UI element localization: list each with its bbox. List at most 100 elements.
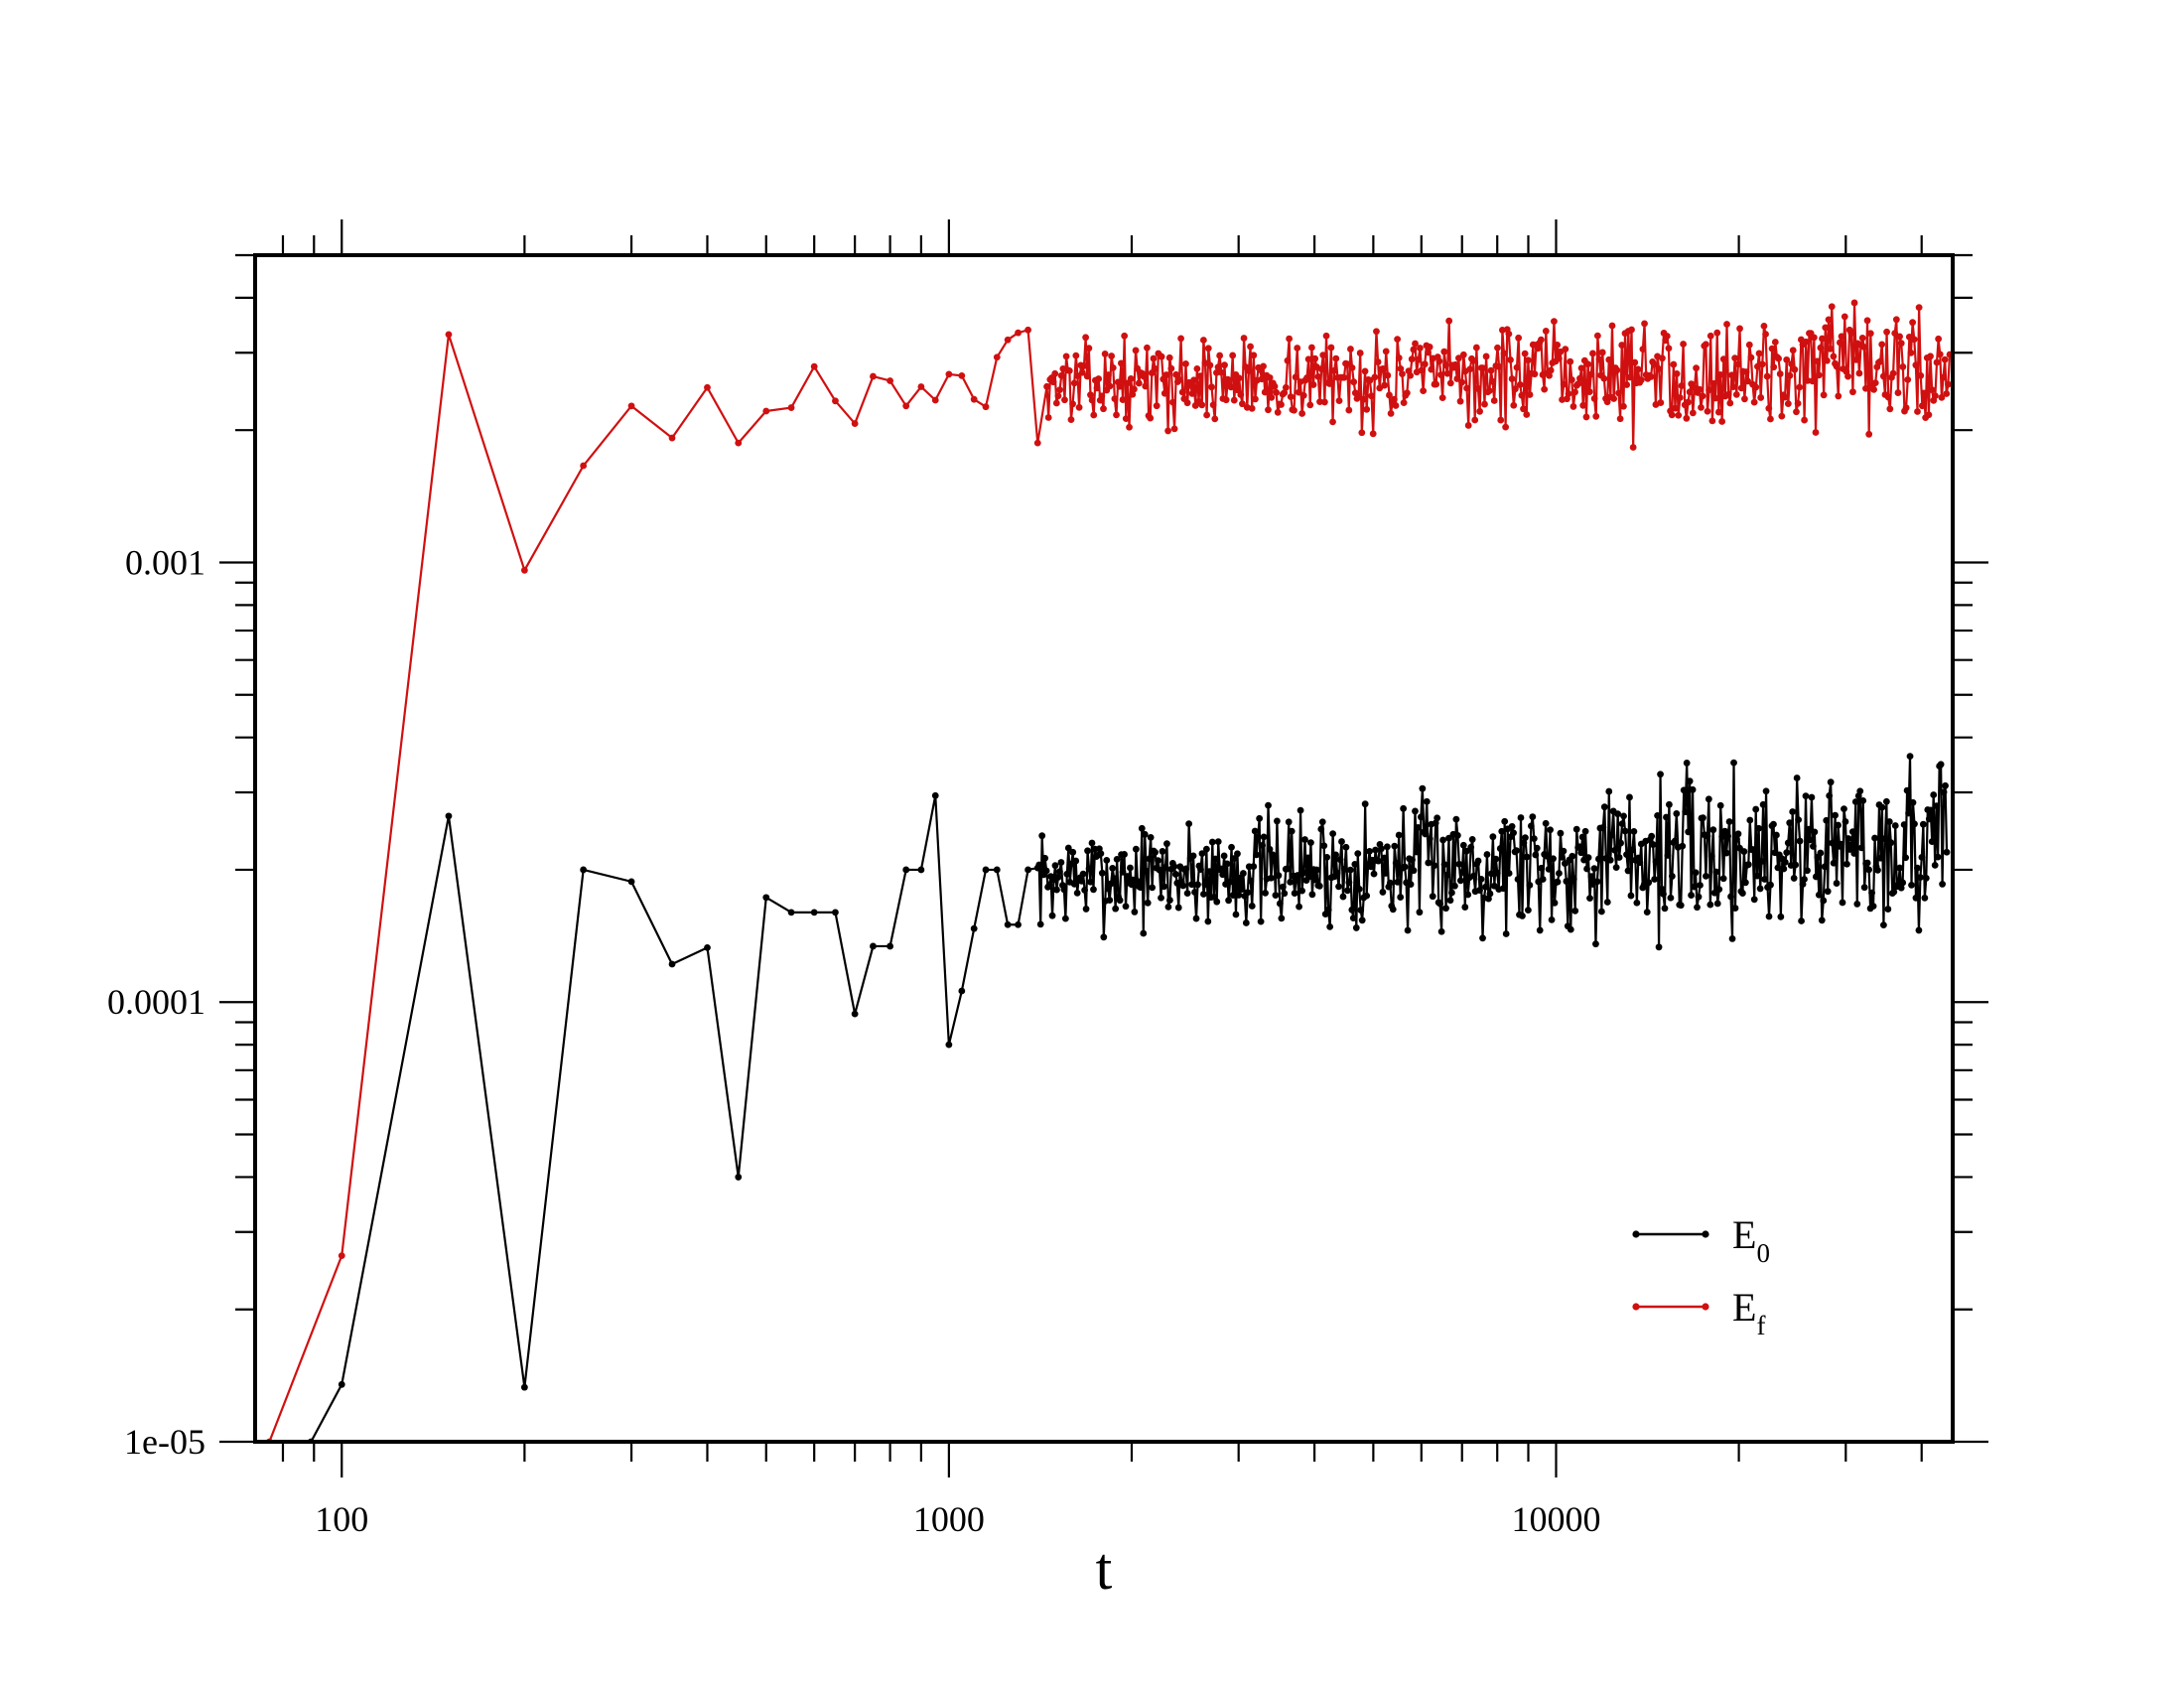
data-point	[1577, 364, 1585, 372]
data-point	[1518, 391, 1526, 399]
data-point	[1381, 381, 1388, 389]
data-point	[1435, 357, 1443, 365]
data-point	[1755, 350, 1763, 357]
data-point	[1643, 909, 1651, 915]
data-point	[1691, 883, 1698, 891]
data-point	[1307, 839, 1314, 847]
data-point	[1060, 886, 1068, 894]
data-point	[1394, 336, 1402, 344]
data-point	[1121, 332, 1129, 340]
data-point	[1340, 373, 1348, 381]
data-point	[1651, 876, 1659, 883]
data-point	[1615, 854, 1623, 861]
data-point	[1474, 857, 1482, 865]
data-point	[1626, 793, 1633, 801]
data-point	[1185, 820, 1193, 828]
data-point	[1472, 344, 1480, 352]
data-point	[1433, 380, 1440, 388]
data-point	[1100, 405, 1107, 413]
data-point	[1716, 370, 1724, 378]
data-point	[1933, 358, 1941, 366]
data-point	[1502, 930, 1510, 937]
data-point	[1914, 408, 1921, 415]
data-point	[1041, 854, 1049, 862]
data-point	[1565, 390, 1572, 397]
data-point	[1631, 358, 1639, 366]
data-point	[1842, 818, 1849, 825]
data-point	[1395, 354, 1403, 361]
data-point	[1734, 360, 1742, 368]
data-point	[1429, 893, 1436, 901]
data-point	[1830, 352, 1838, 360]
data-point	[1415, 355, 1423, 363]
data-point	[1579, 401, 1587, 409]
data-point	[1400, 804, 1408, 812]
data-point	[1265, 801, 1272, 809]
data-point	[1164, 427, 1171, 435]
data-point	[1374, 358, 1382, 365]
data-point	[1240, 335, 1248, 342]
data-point	[1677, 902, 1685, 910]
x-tick-label: 10000	[1511, 1499, 1600, 1539]
data-point	[1760, 322, 1768, 330]
data-point	[1599, 823, 1607, 831]
data-point	[1291, 890, 1298, 897]
data-point	[1211, 415, 1219, 423]
data-point	[902, 866, 910, 874]
data-point	[704, 383, 711, 391]
data-point	[1859, 796, 1867, 804]
data-point	[1147, 414, 1155, 422]
data-point	[1534, 345, 1542, 352]
data-point	[1620, 812, 1627, 820]
data-point	[1098, 392, 1106, 400]
data-point	[1734, 830, 1742, 838]
data-point	[1532, 851, 1540, 859]
data-point	[1655, 365, 1663, 373]
data-point	[1213, 368, 1220, 376]
data-point	[1940, 373, 1947, 381]
x-tick-label: 1000	[913, 1499, 985, 1539]
data-point	[1560, 380, 1568, 388]
data-point	[1287, 878, 1295, 886]
data-point	[1576, 374, 1583, 382]
data-point	[1850, 850, 1858, 857]
legend-label: E0	[1732, 1212, 1770, 1268]
data-point	[1287, 393, 1295, 401]
data-point	[1696, 385, 1704, 393]
data-point	[1695, 893, 1703, 901]
series-layer	[265, 299, 1953, 1442]
data-point	[1689, 409, 1697, 417]
data-point	[1765, 913, 1773, 920]
data-point	[1258, 375, 1266, 383]
data-point	[1271, 382, 1279, 390]
data-point	[1756, 885, 1764, 893]
data-point	[1216, 352, 1224, 359]
data-point	[1471, 416, 1479, 424]
data-point	[1713, 900, 1721, 908]
data-point	[1494, 344, 1501, 352]
data-point	[1627, 892, 1635, 900]
tick-layer	[219, 219, 1988, 1477]
data-point	[1838, 333, 1845, 341]
data-point	[1061, 396, 1068, 404]
data-point	[1407, 881, 1415, 889]
data-point	[1230, 396, 1238, 404]
data-point	[1538, 864, 1546, 872]
data-point	[1470, 872, 1478, 880]
data-point	[1817, 344, 1825, 352]
data-point	[1843, 860, 1850, 868]
data-point	[1299, 391, 1307, 399]
data-point	[1453, 831, 1461, 839]
data-point	[1090, 886, 1097, 894]
data-point	[1570, 875, 1577, 883]
data-point	[1590, 865, 1598, 873]
data-point	[1327, 344, 1335, 352]
data-point	[1819, 335, 1826, 343]
data-point	[1278, 401, 1285, 408]
data-point	[1015, 329, 1022, 337]
data-point	[1589, 350, 1596, 357]
data-point	[1131, 909, 1139, 915]
data-point	[1345, 879, 1353, 887]
legend-label: Ef	[1732, 1285, 1765, 1340]
data-point	[1305, 873, 1313, 881]
